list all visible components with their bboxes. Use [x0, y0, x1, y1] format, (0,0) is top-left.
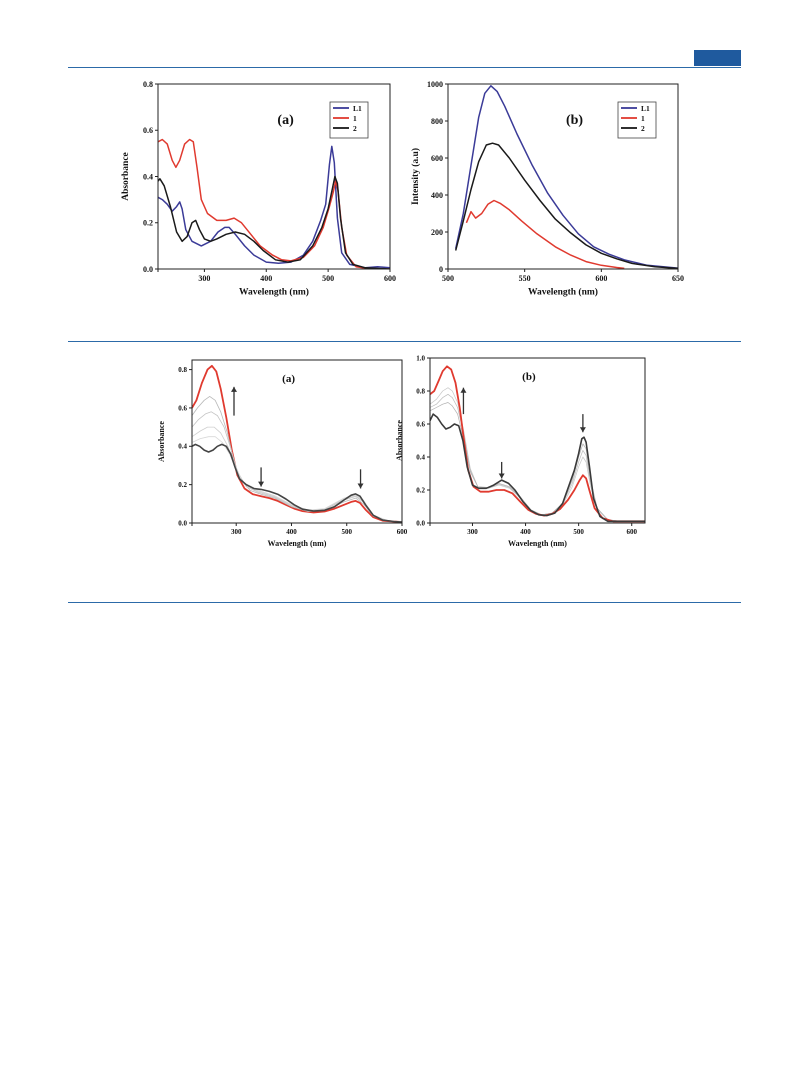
y-tick-label: 600: [431, 154, 443, 163]
panel-label: (a): [282, 373, 295, 385]
y-tick-label: 800: [431, 117, 443, 126]
y-tick-label: 0.0: [178, 519, 187, 527]
x-tick-label: 500: [573, 528, 584, 536]
x-tick-label: 500: [341, 528, 352, 536]
y-tick-label: 200: [431, 228, 443, 237]
figure-1b: 500 550 600 650 0 200 400 600 800 1000 Wavelength …: [405, 78, 695, 318]
legend-label: L1: [353, 104, 362, 113]
series-line-1: [158, 138, 390, 269]
x-tick-label: 400: [260, 274, 272, 283]
x-tick-label: 300: [231, 528, 242, 536]
y-tick-label: 1.0: [416, 354, 425, 362]
trend-arrow-head: [498, 473, 505, 479]
y-tick-label: 0.2: [178, 481, 187, 489]
y-axis-label: Intensity (a.u): [410, 148, 421, 205]
y-tick-label: 0.6: [416, 420, 425, 428]
x-tick-label: 600: [397, 528, 408, 536]
figure-2b-chart: 300 400 500 600 0.0 0.2 0.4 0.6 0.8 1.0 Wavelength…: [395, 354, 646, 548]
plot-frame: [447, 83, 679, 270]
x-tick-label: 300: [467, 528, 478, 536]
trend-arrow-head: [357, 483, 364, 489]
x-axis-label: Wavelength (nm): [239, 287, 309, 298]
legend-label: L1: [641, 104, 650, 113]
y-axis-label: Absorbance: [121, 152, 131, 201]
series-line-2: [430, 393, 645, 522]
series-line-3: [192, 411, 402, 523]
y-tick-label: 0.8: [416, 387, 425, 395]
series-line-1: [465, 199, 625, 269]
y-tick-label: 1000: [427, 80, 443, 89]
x-tick-label: 500: [442, 274, 454, 283]
x-tick-label: 400: [286, 528, 297, 536]
panel-label: (b): [522, 371, 536, 383]
figure-1-rule: [68, 341, 741, 342]
legend-label: 2: [353, 124, 357, 133]
series-line-2: [192, 396, 402, 523]
series-line-4: [430, 365, 645, 523]
x-axis-label: Wavelength (nm): [268, 539, 327, 548]
series-group: [158, 138, 390, 269]
y-tick-label: 0: [439, 265, 443, 274]
trend-arrow-head: [579, 427, 586, 433]
x-tick-label: 600: [626, 528, 637, 536]
series-line-1: [430, 387, 645, 522]
figure-1a: 300 400 500 600 0.0 0.2 0.4 0.6 0.8 Wavelength (n…: [120, 78, 410, 318]
series-line-L1: [454, 85, 678, 269]
trend-arrow-head: [460, 387, 467, 393]
y-axis-label: Absorbance: [157, 421, 166, 462]
x-tick-label: 300: [198, 274, 210, 283]
series-line-6: [192, 443, 402, 523]
x-axis-label: Wavelength (nm): [508, 539, 567, 548]
figure-2b: 300 400 500 600 0.0 0.2 0.4 0.6 0.8 1.0 Wavelength…: [392, 352, 657, 567]
figure-2a-chart: 300 400 500 600 0.0 0.2 0.4 0.6 0.8 Wavelength (n…: [157, 359, 408, 548]
x-tick-label: 650: [672, 274, 684, 283]
trend-arrow-head: [258, 481, 265, 487]
x-tick-label: 600: [595, 274, 607, 283]
legend-label: 2: [641, 124, 645, 133]
x-axis-label: Wavelength (nm): [528, 287, 598, 298]
y-tick-label: 0.4: [143, 172, 153, 181]
y-tick-label: 0.2: [143, 219, 153, 228]
header-tab: [694, 50, 741, 66]
y-tick-label: 0.0: [416, 519, 425, 527]
y-axis-label: Absorbance: [395, 420, 404, 461]
x-tick-label: 550: [519, 274, 531, 283]
series-line-2: [158, 175, 390, 269]
figure-2a: 300 400 500 600 0.0 0.2 0.4 0.6 0.8 Wavelength (n…: [152, 352, 417, 567]
y-tick-label: 0.6: [143, 126, 153, 135]
y-tick-label: 0.4: [416, 453, 425, 461]
y-tick-label: 0.8: [143, 80, 153, 89]
series-line-L1: [158, 145, 390, 269]
plot-frame: [429, 357, 646, 524]
y-tick-label: 0.6: [178, 404, 187, 412]
panel-label: (b): [566, 113, 583, 128]
x-tick-label: 600: [384, 274, 396, 283]
x-tick-label: 400: [520, 528, 531, 536]
figure-1b-chart: 500 550 600 650 0 200 400 600 800 1000 Wavelength …: [410, 80, 684, 298]
figure-1a-chart: 300 400 500 600 0.0 0.2 0.4 0.6 0.8 Wavelength (n…: [121, 80, 396, 298]
y-tick-label: 0.4: [178, 443, 187, 451]
y-tick-label: 0.0: [143, 265, 153, 274]
series-group: [192, 364, 402, 523]
series-line-1: [192, 364, 402, 523]
legend-label: 1: [353, 114, 357, 123]
legend-label: 1: [641, 114, 645, 123]
series-line-2: [454, 142, 678, 269]
header-rule: [68, 67, 741, 68]
y-tick-label: 0.8: [178, 366, 187, 374]
trend-arrow-head: [231, 386, 237, 392]
series-group: [430, 365, 645, 523]
figure-2-rule: [68, 602, 741, 603]
x-tick-label: 500: [322, 274, 334, 283]
series-line-5: [430, 413, 645, 523]
plot-frame: [191, 359, 403, 524]
panel-label: (a): [277, 113, 294, 128]
series-group: [454, 85, 678, 269]
y-tick-label: 0.2: [416, 486, 425, 494]
y-tick-label: 400: [431, 191, 443, 200]
